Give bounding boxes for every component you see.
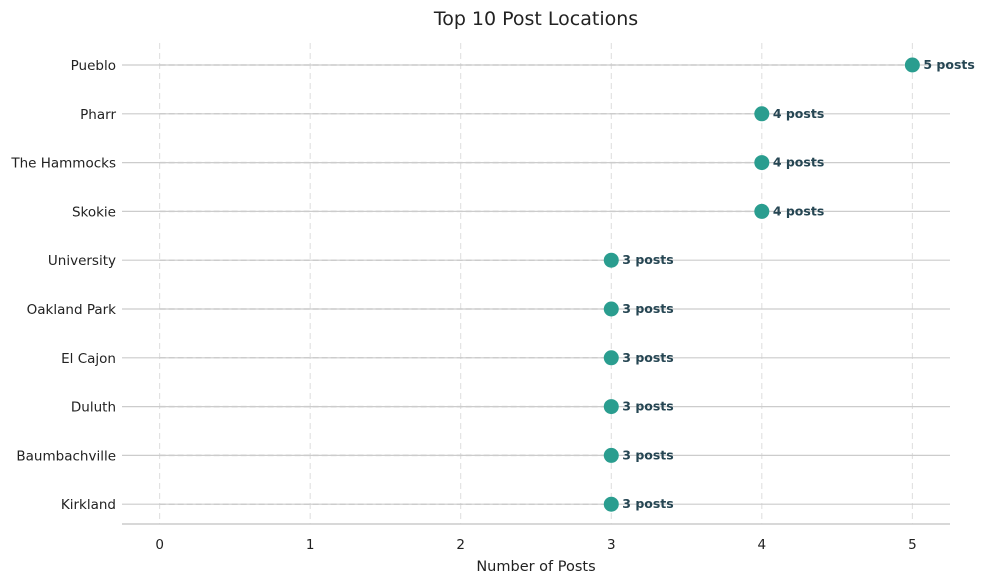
y-tick-label: Pueblo (71, 58, 116, 74)
y-tick-label: Oakland Park (27, 302, 117, 318)
lollipop-marker (603, 447, 619, 463)
data-label: 4 posts (773, 155, 824, 170)
data-label: 3 posts (622, 399, 673, 414)
lollipop-marker (603, 399, 619, 415)
lollipop-marker (754, 203, 770, 219)
y-tick-label: Skokie (72, 204, 116, 220)
data-label: 3 posts (622, 350, 673, 365)
data-label: 3 posts (622, 496, 673, 511)
x-tick-label: 3 (607, 537, 616, 553)
lollipop-marker (603, 301, 619, 317)
lollipop-markers (603, 57, 920, 512)
data-label: 3 posts (622, 447, 673, 462)
y-tick-label: El Cajon (61, 351, 116, 367)
y-tick-label: University (48, 253, 116, 269)
y-tick-label: The Hammocks (10, 156, 116, 172)
x-axis-ticks: 0 1 2 3 4 5 (155, 537, 916, 553)
data-label: 3 posts (622, 252, 673, 267)
x-tick-label: 4 (758, 537, 767, 553)
lollipop-marker (603, 252, 619, 268)
lollipop-marker (904, 57, 920, 73)
lollipop-stems (159, 64, 913, 505)
y-tick-label: Pharr (80, 107, 116, 123)
category-rows (122, 64, 950, 505)
data-labels: 5 posts 4 posts 4 posts 4 posts 3 posts 3 pos… (622, 57, 975, 511)
y-tick-label: Baumbachville (16, 448, 116, 464)
chart-title: Top 10 Post Locations (433, 8, 638, 30)
data-label: 4 posts (773, 203, 824, 218)
lollipop-marker (754, 155, 770, 171)
lollipop-marker (603, 350, 619, 366)
x-tick-label: 5 (908, 537, 917, 553)
x-tick-label: 2 (456, 537, 465, 553)
x-axis-label: Number of Posts (476, 559, 595, 575)
x-tick-label: 0 (155, 537, 164, 553)
data-label: 4 posts (773, 106, 824, 121)
lollipop-marker (603, 496, 619, 512)
y-tick-label: Duluth (71, 400, 116, 416)
lollipop-marker (754, 106, 770, 122)
y-tick-label: Kirkland (61, 497, 116, 513)
grid-lines (159, 43, 913, 524)
data-label: 3 posts (622, 301, 673, 316)
data-label: 5 posts (923, 57, 974, 72)
x-tick-label: 1 (306, 537, 315, 553)
y-axis-ticks: Pueblo Pharr The Hammocks Skokie University O… (10, 58, 116, 513)
